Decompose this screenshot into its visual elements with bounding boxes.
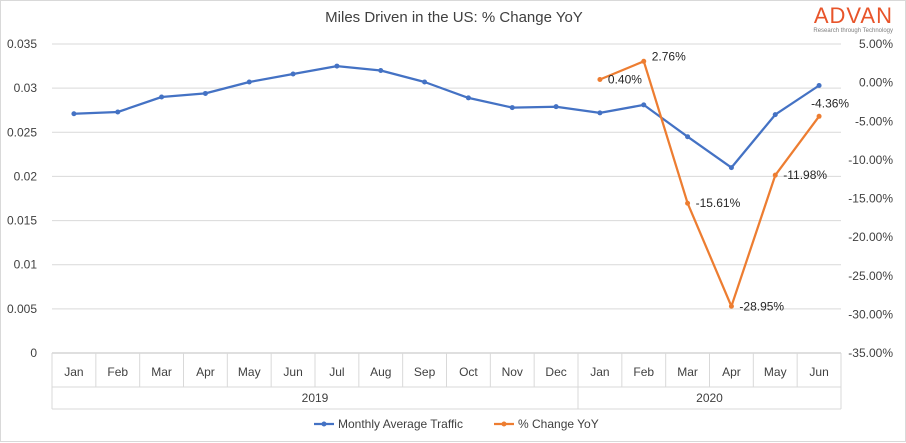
data-label: -4.36% — [811, 96, 849, 110]
data-point-0 — [597, 110, 603, 116]
y-right-tick-label: -15.00% — [848, 192, 893, 206]
y-left-tick-label: 0.005 — [7, 302, 37, 316]
x-group-label: 2020 — [696, 391, 723, 405]
data-point-0 — [422, 79, 428, 85]
y-left-tick-label: 0.01 — [14, 258, 38, 272]
data-point-0 — [509, 105, 515, 111]
data-point-0 — [772, 112, 778, 118]
data-point-0 — [159, 94, 165, 100]
series-line-1 — [599, 60, 821, 308]
chart-title: Miles Driven in the US: % Change YoY — [325, 9, 583, 26]
x-tick-label: Feb — [107, 365, 128, 379]
y-left-tick-label: 0.035 — [7, 37, 37, 51]
legend-marker-1 — [501, 421, 507, 427]
data-label: 0.40% — [608, 73, 642, 87]
y-right-tick-label: 0.00% — [859, 76, 893, 90]
x-tick-label: Oct — [459, 365, 478, 379]
data-point-0 — [641, 102, 647, 108]
data-point-0 — [685, 134, 691, 140]
legend-marker-0 — [321, 421, 327, 427]
data-point-1 — [772, 172, 778, 178]
brand-tagline: Research through Technology — [813, 28, 893, 34]
x-tick-label: Sep — [414, 365, 436, 379]
data-point-1 — [728, 303, 734, 309]
x-tick-label: Jan — [590, 365, 609, 379]
data-point-0 — [202, 90, 208, 96]
data-point-1 — [816, 113, 822, 119]
data-point-0 — [816, 82, 822, 88]
data-point-1 — [685, 200, 691, 206]
y-right-tick-label: -20.00% — [848, 230, 893, 244]
y-right-tick-label: -35.00% — [848, 346, 893, 360]
data-label: -28.95% — [739, 299, 784, 313]
x-tick-label: Nov — [502, 365, 523, 379]
x-tick-label: Feb — [633, 365, 654, 379]
x-tick-label: Dec — [545, 365, 566, 379]
legend-label-0: Monthly Average Traffic — [338, 417, 463, 431]
data-point-0 — [553, 104, 559, 110]
legend-label-1: % Change YoY — [518, 417, 599, 431]
data-label: 2.76% — [652, 49, 686, 63]
y-left-tick-label: 0.02 — [14, 169, 38, 183]
data-point-0 — [334, 63, 340, 69]
data-point-0 — [71, 111, 77, 117]
y-right-tick-label: -25.00% — [848, 269, 893, 283]
data-label: -15.61% — [696, 196, 741, 210]
y-left-tick-label: 0.015 — [7, 214, 37, 228]
data-point-0 — [290, 71, 296, 77]
brand-logo: ADVAN Research through Technology — [813, 3, 893, 35]
y-right-tick-label: 5.00% — [859, 37, 893, 51]
y-left-tick-label: 0.03 — [14, 81, 38, 95]
brand-name: ADVAN — [813, 3, 893, 28]
series-line-0 — [73, 64, 820, 169]
data-point-0 — [378, 67, 384, 73]
x-tick-label: Jan — [64, 365, 83, 379]
x-tick-label: Jun — [283, 365, 302, 379]
x-tick-label: Mar — [677, 365, 698, 379]
data-point-0 — [246, 79, 252, 85]
y-right-tick-label: -30.00% — [848, 307, 893, 321]
y-right-tick-label: -5.00% — [855, 114, 893, 128]
data-point-0 — [465, 95, 471, 101]
y-right-tick-label: -10.00% — [848, 153, 893, 167]
x-group-label: 2019 — [302, 391, 329, 405]
data-label: -11.98% — [783, 168, 827, 182]
x-tick-label: Apr — [722, 365, 741, 379]
x-tick-label: Jul — [329, 365, 344, 379]
data-point-0 — [115, 109, 121, 115]
data-point-1 — [641, 58, 647, 64]
x-tick-label: Aug — [370, 365, 391, 379]
data-point-0 — [728, 165, 734, 171]
x-tick-label: May — [764, 365, 787, 379]
x-tick-label: Apr — [196, 365, 215, 379]
data-point-1 — [597, 77, 603, 83]
y-left-tick-label: 0 — [30, 346, 37, 360]
x-tick-label: Mar — [151, 365, 172, 379]
x-tick-label: Jun — [809, 365, 828, 379]
y-left-tick-label: 0.025 — [7, 125, 37, 139]
x-tick-label: May — [238, 365, 261, 379]
